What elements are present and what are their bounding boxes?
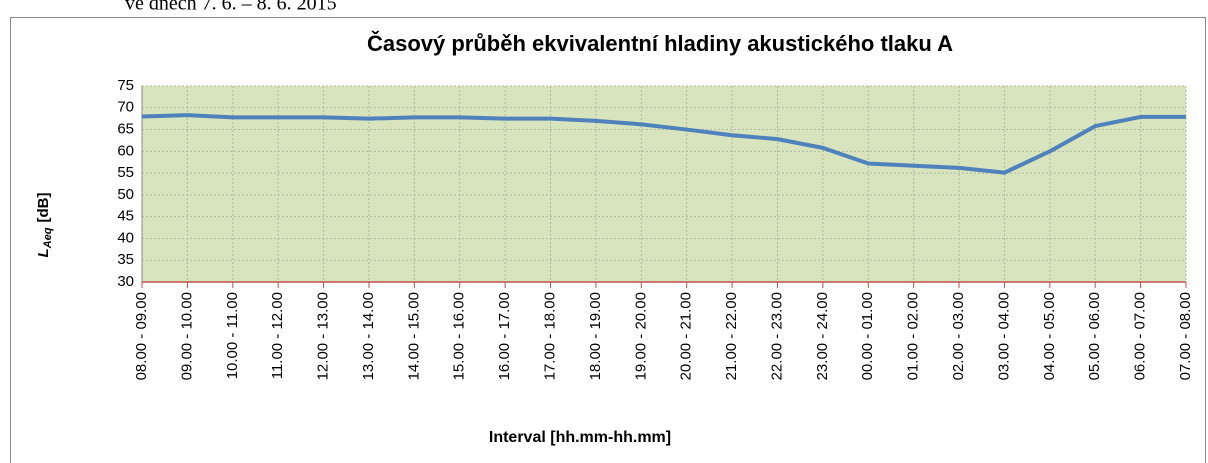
x-tick-label: 13.00 - 14.00 [360, 292, 377, 380]
x-tick-label: 02.00 - 03.00 [950, 292, 967, 380]
y-tick-label: 45 [117, 208, 134, 225]
data-line [141, 113, 1186, 175]
x-tick-label: 00.00 - 01.00 [859, 292, 876, 380]
x-tick-label: 21.00 - 22.00 [723, 292, 740, 380]
y-tick-label: 40 [117, 229, 134, 246]
x-tick-label: 20.00 - 21.00 [678, 292, 695, 380]
y-tick-label: 35 [117, 251, 134, 268]
x-tick-label: 14.00 - 15.00 [405, 292, 422, 380]
x-tick-label: 16.00 - 17.00 [496, 292, 513, 380]
y-tick-label: 75 [117, 77, 134, 94]
x-tick-label: 10.00 - 11.00 [224, 292, 241, 379]
x-tick-label: 11.00 - 12.00 [269, 292, 286, 379]
x-tick-label: 18.00 - 19.00 [587, 292, 604, 380]
chart-title: Časový průběh ekvivalentní hladiny akust… [367, 31, 953, 56]
x-tick-label: 23.00 - 24.00 [814, 292, 831, 380]
x-tick-label: 09.00 - 10.00 [178, 292, 195, 380]
y-tick-label: 30 [117, 273, 134, 290]
y-tick-label: 70 [117, 99, 134, 116]
x-tick-label: 06.00 - 07.00 [1132, 292, 1149, 380]
x-axis-label: Interval [hh.mm-hh.mm] [489, 429, 671, 446]
y-axis-label: LAeq [dB] [35, 193, 54, 258]
x-tick-label: 17.00 - 18.00 [541, 292, 558, 380]
y-label-sub: Aeq [42, 227, 54, 249]
y-tick-label: 65 [117, 121, 134, 138]
y-tick-label: 50 [117, 186, 134, 203]
x-tick-label: 03.00 - 04.00 [995, 292, 1012, 380]
x-tick-label: 22.00 - 23.00 [768, 292, 785, 380]
x-tick-label: 08.00 - 09.00 [133, 292, 150, 380]
y-label-unit: [dB] [35, 193, 52, 223]
caption: ve dnech 7. 6. – 8. 6. 2015 [125, 0, 337, 15]
x-tick-label: 01.00 - 02.00 [905, 292, 922, 380]
x-tick-label: 04.00 - 05.00 [1041, 292, 1058, 380]
x-tick-label: 19.00 - 20.00 [632, 292, 649, 380]
y-tick-label: 55 [117, 164, 134, 181]
x-tick-label: 15.00 - 16.00 [451, 292, 468, 380]
y-label-main: L [35, 248, 52, 257]
x-tick-label: 07.00 - 08.00 [1177, 292, 1194, 380]
y-tick-label: 60 [117, 142, 134, 159]
x-tick-label: 12.00 - 13.00 [315, 292, 332, 380]
x-tick-label: 05.00 - 06.00 [1086, 292, 1103, 380]
